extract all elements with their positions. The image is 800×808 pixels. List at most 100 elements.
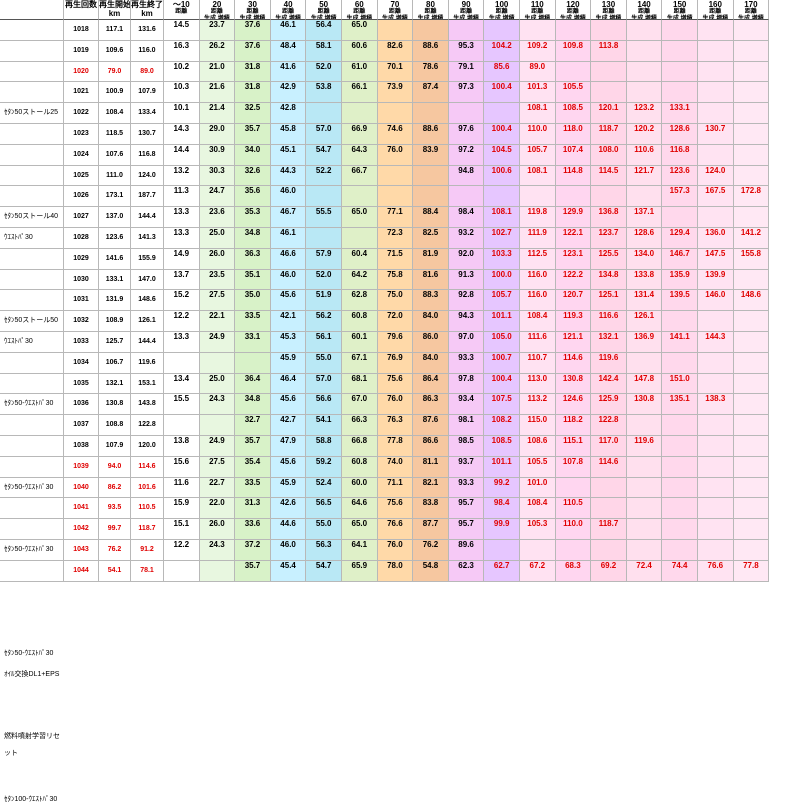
km-cell: 101.3 xyxy=(520,82,556,104)
km-cell: 62.3 xyxy=(448,560,485,582)
distance-value: 75.8 xyxy=(387,269,403,279)
distance-value: 65.0 xyxy=(351,519,368,529)
distance-value: 105.3 xyxy=(527,519,548,529)
km-cell: 46.1 xyxy=(270,20,307,41)
km-label: 40 xyxy=(283,0,293,9)
distance-value: 42.6 xyxy=(280,498,296,508)
distance-value: 54.7 xyxy=(315,144,332,154)
distance-value: 31.8 xyxy=(244,82,261,92)
start-km-cell: 137.0 xyxy=(99,207,131,228)
km-cell: 24.9 xyxy=(199,436,236,457)
km-cell: 32.7 xyxy=(235,415,271,436)
km-cell: 107.8 xyxy=(555,456,592,478)
km-cell: 122.8 xyxy=(591,415,627,436)
end-km-cell: 91.2 xyxy=(131,540,164,561)
km-cell: 51.9 xyxy=(306,290,342,312)
distance-value: 98.1 xyxy=(458,415,474,425)
distance-value: 74.6 xyxy=(387,124,403,133)
km-cell xyxy=(626,40,663,62)
km-cell: 137.1 xyxy=(626,207,663,228)
distance-value: 32.5 xyxy=(244,103,261,113)
km-cell xyxy=(377,186,414,208)
distance-value: 67.0 xyxy=(351,394,368,404)
km-cell: 57.9 xyxy=(306,248,342,270)
end-km-cell: 141.3 xyxy=(131,228,164,249)
km-cell xyxy=(626,456,663,478)
distance-value: 109.8 xyxy=(562,40,583,50)
km-cell: 30.9 xyxy=(199,144,236,166)
km-cell xyxy=(662,498,698,520)
distance-value: 76.0 xyxy=(387,144,403,154)
km-cell xyxy=(733,373,770,395)
km-cell: 30.3 xyxy=(199,165,236,187)
distance-value: 22.0 xyxy=(209,498,225,508)
km-cell: 141.1 xyxy=(662,332,698,353)
distance-value: 76.0 xyxy=(387,394,403,404)
distance-value: 105.0 xyxy=(491,332,512,341)
distance-value: 129.9 xyxy=(562,207,583,217)
distance-value: 95.7 xyxy=(458,519,474,529)
distance-value: 52.0 xyxy=(315,269,332,279)
end-km-cell: 122.8 xyxy=(131,415,164,436)
km-cell xyxy=(591,20,627,41)
distance-value: 108.1 xyxy=(491,207,512,217)
km-cell xyxy=(698,40,734,62)
km-cell: 13.2 xyxy=(164,165,200,187)
km-cell: 55.0 xyxy=(306,519,342,540)
distance-value: 45.6 xyxy=(280,394,296,404)
km-cell: 85.6 xyxy=(484,61,520,83)
km-cell: 130.7 xyxy=(698,124,734,145)
km-cell: 59.2 xyxy=(306,456,342,478)
start-km-cell: 133.1 xyxy=(99,269,131,291)
side-note: ｾﾀﾝ50ストール25 xyxy=(4,109,59,117)
distance-value: 52.4 xyxy=(315,477,332,487)
distance-value: 14.9 xyxy=(173,248,190,258)
km-cell: 10.3 xyxy=(164,82,200,104)
distance-value: 105.5 xyxy=(562,82,583,92)
km-cell: 79.1 xyxy=(448,61,485,83)
km-cell: 98.4 xyxy=(484,498,520,520)
km-label: 30 xyxy=(248,0,257,9)
distance-value: 75.6 xyxy=(387,498,403,508)
row-note xyxy=(0,61,64,83)
km-cell: 97.6 xyxy=(448,124,485,145)
km-cell xyxy=(448,20,485,41)
end-km-cell: 116.0 xyxy=(131,40,164,62)
distance-value: 21.0 xyxy=(209,61,225,71)
km-cell: 99.9 xyxy=(484,519,520,540)
km-cell: 33.5 xyxy=(235,477,271,499)
distance-value: 84.0 xyxy=(422,311,439,321)
header-blank-left xyxy=(0,0,64,20)
side-note: 燃料噴射学習リセット xyxy=(4,733,60,757)
header-km-13: 140 距離 生成,増積 xyxy=(626,0,663,20)
distance-value: 52.0 xyxy=(315,61,332,71)
distance-value: 46.4 xyxy=(280,373,296,383)
km-cell: 52.4 xyxy=(306,477,342,499)
km-cell xyxy=(662,352,698,374)
row-note xyxy=(0,186,64,208)
end-km-cell: 148.6 xyxy=(131,290,164,312)
distance-value: 15.9 xyxy=(173,498,190,508)
distance-value: 98.5 xyxy=(458,436,474,445)
distance-value: 66.8 xyxy=(351,436,368,445)
distance-value: 37.6 xyxy=(244,40,261,50)
distance-value: 32.7 xyxy=(244,415,261,425)
km-label: 140 xyxy=(637,0,651,9)
km-sub: 距離 生成,増積 xyxy=(702,9,729,20)
km-cell: 83.8 xyxy=(413,498,449,520)
km-cell xyxy=(662,540,698,561)
start-km-cell: 107.9 xyxy=(99,436,131,457)
km-cell: 146.0 xyxy=(698,290,734,312)
distance-value: 46.0 xyxy=(280,269,296,279)
km-sub: 距離 生成,増積 xyxy=(382,9,408,20)
km-cell: 130.8 xyxy=(555,373,592,395)
distance-value: 45.6 xyxy=(280,456,296,466)
km-cell: 78.6 xyxy=(413,61,449,83)
distance-value: 48.4 xyxy=(280,40,296,50)
km-cell: 147.8 xyxy=(626,373,663,395)
distance-value: 56.2 xyxy=(315,311,332,321)
distance-value: 64.6 xyxy=(351,498,368,508)
row-note xyxy=(0,519,64,540)
distance-value: 88.4 xyxy=(422,207,439,217)
km-cell: 52.2 xyxy=(306,165,342,187)
